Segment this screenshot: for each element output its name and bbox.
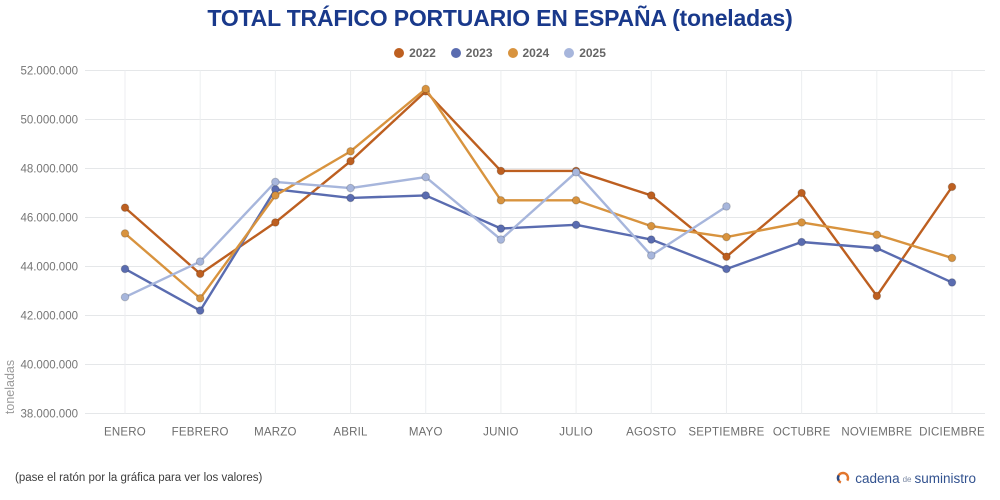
data-point-2024-MAYO[interactable] bbox=[421, 84, 431, 94]
legend-item-2024[interactable]: 2024 bbox=[507, 46, 550, 60]
data-point-2022-ABRIL[interactable] bbox=[346, 156, 355, 166]
y-tick-label: 52.000.000 bbox=[20, 66, 78, 78]
data-point-2025-ENERO[interactable] bbox=[120, 292, 130, 302]
x-tick-label: MARZO bbox=[254, 427, 297, 439]
data-point-2023-AGOSTO[interactable] bbox=[646, 235, 656, 244]
data-point-2024-MARZO[interactable] bbox=[271, 191, 280, 200]
x-tick-label: ABRIL bbox=[333, 427, 368, 439]
y-tick-label: 50.000.000 bbox=[20, 115, 78, 127]
data-point-2024-FEBRERO[interactable] bbox=[195, 294, 205, 303]
series-line-2023[interactable] bbox=[123, 188, 954, 312]
data-point-2024-SEPTIEMBRE[interactable] bbox=[722, 232, 731, 242]
brand-text-suministro: suministro bbox=[914, 470, 976, 486]
data-point-2024-NOVIEMBRE[interactable] bbox=[872, 230, 882, 239]
data-point-2025-JULIO[interactable] bbox=[571, 167, 581, 177]
x-tick-label: MAYO bbox=[409, 427, 443, 439]
legend-label: 2022 bbox=[409, 46, 436, 60]
data-point-2023-FEBRERO[interactable] bbox=[195, 306, 205, 315]
data-point-2023-JUNIO[interactable] bbox=[496, 224, 506, 233]
y-tick-label: 46.000.000 bbox=[20, 213, 78, 225]
series-line-2024[interactable] bbox=[123, 87, 954, 300]
data-point-2024-ENERO[interactable] bbox=[120, 229, 130, 238]
x-tick-label: JULIO bbox=[559, 427, 593, 439]
brand-text-de: de bbox=[902, 475, 912, 484]
legend-label: 2023 bbox=[465, 46, 493, 60]
x-tick-label: ENERO bbox=[104, 427, 146, 439]
legend-item-2023[interactable]: 2023 bbox=[450, 46, 493, 60]
data-point-2022-JUNIO[interactable] bbox=[496, 166, 506, 176]
data-point-2024-JUNIO[interactable] bbox=[496, 196, 506, 205]
x-tick-label: SEPTIEMBRE bbox=[688, 427, 764, 439]
legend-dot-2025 bbox=[564, 48, 575, 58]
brand-swirl-icon bbox=[837, 471, 850, 485]
x-tick-label: JUNIO bbox=[483, 427, 519, 439]
x-tick-label: OCTUBRE bbox=[773, 427, 831, 439]
legend-label: 2025 bbox=[579, 46, 606, 60]
data-point-2022-FEBRERO[interactable] bbox=[195, 269, 205, 279]
legend-item-2025[interactable]: 2025 bbox=[564, 46, 606, 60]
data-point-2022-SEPTIEMBRE[interactable] bbox=[722, 252, 731, 262]
x-tick-label: AGOSTO bbox=[626, 427, 676, 439]
data-point-2022-DICIEMBRE[interactable] bbox=[947, 182, 957, 192]
y-tick-label: 44.000.000 bbox=[20, 262, 78, 274]
hover-hint: (pase el ratón por la gráfica para ver l… bbox=[15, 472, 263, 484]
chart-legend: 2022 2023 2024 2025 bbox=[0, 46, 1000, 60]
data-point-2024-OCTUBRE[interactable] bbox=[797, 218, 806, 227]
data-point-2023-ENERO[interactable] bbox=[120, 264, 130, 274]
legend-dot-2023 bbox=[450, 48, 461, 58]
data-point-2022-MARZO[interactable] bbox=[271, 218, 280, 227]
data-point-2023-JULIO[interactable] bbox=[571, 220, 581, 230]
data-point-2025-AGOSTO[interactable] bbox=[646, 251, 656, 260]
data-point-2022-NOVIEMBRE[interactable] bbox=[872, 291, 882, 301]
brand-text-cadena: cadena bbox=[855, 470, 900, 486]
legend-label: 2024 bbox=[522, 46, 550, 60]
series-line-2022[interactable] bbox=[123, 90, 954, 298]
data-point-2023-DICIEMBRE[interactable] bbox=[947, 278, 957, 287]
data-point-2025-SEPTIEMBRE[interactable] bbox=[722, 202, 731, 211]
data-point-2025-JUNIO[interactable] bbox=[496, 235, 506, 244]
y-tick-label: 38.000.000 bbox=[20, 409, 78, 421]
legend-dot-2022 bbox=[394, 48, 405, 58]
y-tick-label: 42.000.000 bbox=[20, 311, 78, 323]
y-tick-label: 48.000.000 bbox=[20, 164, 78, 176]
data-point-2024-JULIO[interactable] bbox=[571, 196, 581, 205]
y-axis-title: toneladas bbox=[3, 360, 17, 414]
legend-item-2022[interactable]: 2022 bbox=[394, 46, 436, 60]
data-point-2024-AGOSTO[interactable] bbox=[646, 221, 656, 231]
data-point-2025-FEBRERO[interactable] bbox=[195, 257, 205, 266]
data-point-2023-MAYO[interactable] bbox=[421, 191, 431, 200]
data-point-2023-SEPTIEMBRE[interactable] bbox=[722, 264, 731, 274]
data-point-2024-DICIEMBRE[interactable] bbox=[947, 253, 957, 263]
data-point-2025-MARZO[interactable] bbox=[271, 177, 280, 187]
data-point-2023-NOVIEMBRE[interactable] bbox=[872, 243, 882, 253]
chart-title: TOTAL TRÁFICO PORTUARIO EN ESPAÑA (tonel… bbox=[207, 5, 793, 31]
data-point-2022-AGOSTO[interactable] bbox=[646, 191, 656, 200]
data-point-2022-ENERO[interactable] bbox=[120, 203, 130, 212]
data-point-2023-ABRIL[interactable] bbox=[346, 193, 355, 203]
x-tick-label: FEBRERO bbox=[172, 427, 229, 439]
x-tick-label: NOVIEMBRE bbox=[841, 427, 912, 439]
data-point-2024-ABRIL[interactable] bbox=[346, 147, 355, 156]
legend-dot-2024 bbox=[507, 48, 518, 58]
brand-logo[interactable]: cadena de suministro bbox=[835, 470, 976, 486]
x-tick-label: DICIEMBRE bbox=[919, 427, 985, 439]
data-point-2025-MAYO[interactable] bbox=[421, 172, 431, 182]
data-point-2023-OCTUBRE[interactable] bbox=[797, 237, 806, 247]
y-tick-label: 40.000.000 bbox=[20, 360, 78, 372]
data-point-2022-OCTUBRE[interactable] bbox=[797, 188, 806, 198]
data-point-2025-ABRIL[interactable] bbox=[346, 183, 355, 193]
